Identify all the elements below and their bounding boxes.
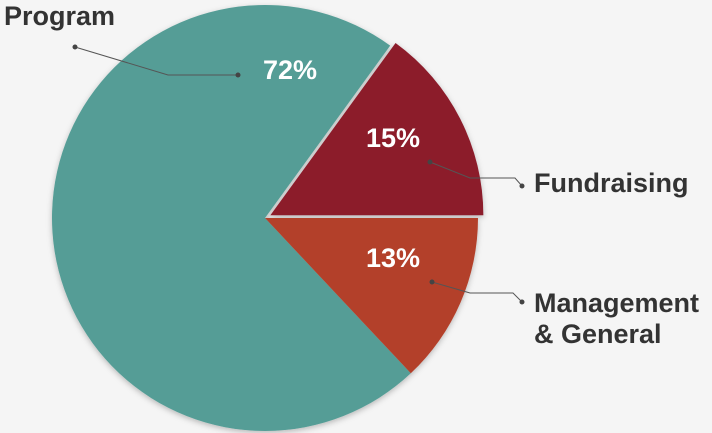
leader-dot (427, 159, 433, 165)
category-label: Fundraising (534, 168, 689, 198)
leader-line (74, 46, 238, 76)
leader-dot (429, 279, 435, 285)
category-label: Management & General (534, 288, 700, 349)
leader-dot (519, 183, 525, 189)
value-label: 13% (366, 243, 420, 273)
pie-slice (265, 218, 478, 374)
pie-slice (270, 42, 484, 216)
value-label: 15% (366, 123, 420, 153)
leader-line (429, 161, 523, 187)
leader-dot (72, 44, 78, 50)
pie-slice (52, 5, 411, 432)
leader-line (431, 281, 523, 303)
leader-dot (235, 72, 241, 78)
value-label: 72% (263, 55, 317, 85)
leader-dot (519, 299, 525, 305)
category-label: Program (4, 1, 116, 31)
